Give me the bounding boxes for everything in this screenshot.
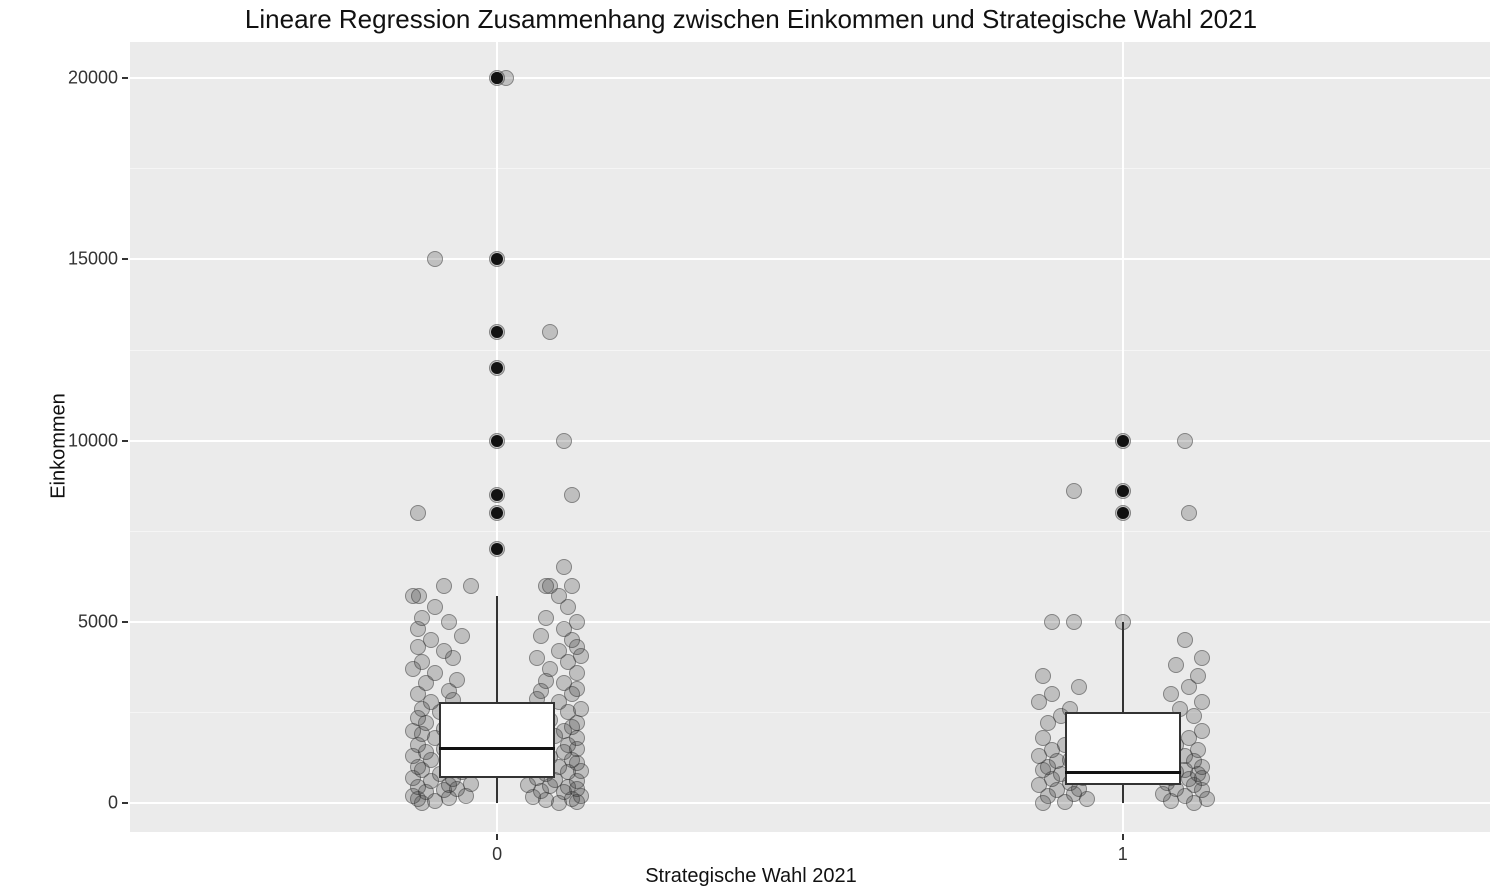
jitter-point [529,650,545,666]
grid-major [130,802,1490,804]
jitter-point [410,505,426,521]
jitter-point [542,324,558,340]
grid-major [130,77,1490,79]
y-tick-label: 10000 [68,430,118,451]
jitter-point [454,628,470,644]
outlier-point [491,489,503,501]
x-tick-mark [496,834,498,840]
jitter-point [1163,686,1179,702]
chart-title: Lineare Regression Zusammenhang zwischen… [0,4,1502,35]
y-tick-label: 5000 [78,611,118,632]
boxplot-median [1065,771,1181,774]
y-tick-label: 20000 [68,68,118,89]
jitter-point [1168,657,1184,673]
jitter-point [411,588,427,604]
jitter-point [414,610,430,626]
jitter-point [423,632,439,648]
y-axis-label: Einkommen [47,393,70,499]
jitter-point [564,487,580,503]
outlier-point [491,543,503,555]
jitter-point [564,578,580,594]
outlier-point [1117,435,1129,447]
whisker-high [496,596,498,701]
boxplot-box [439,702,555,778]
jitter-point [1066,483,1082,499]
boxplot-median [439,747,555,750]
jitter-point [538,610,554,626]
jitter-point [427,251,443,267]
grid-minor [130,531,1490,532]
jitter-point [414,654,430,670]
jitter-point [542,661,558,677]
whisker-high [1122,622,1124,713]
jitter-point [1035,730,1051,746]
jitter-point [441,614,457,630]
jitter-point [573,701,589,717]
outlier-point [491,507,503,519]
jitter-point [556,675,572,691]
jitter-point [538,578,554,594]
jitter-point [1177,632,1193,648]
outlier-point [491,435,503,447]
outlier-point [491,72,503,84]
whisker-low [1122,785,1124,803]
y-tick-label: 15000 [68,249,118,270]
outlier-point [1117,485,1129,497]
grid-major [130,440,1490,442]
jitter-point [1071,679,1087,695]
y-tick-mark [122,258,128,260]
y-tick-mark [122,440,128,442]
chart-container: Lineare Regression Zusammenhang zwischen… [0,0,1502,892]
grid-minor [130,350,1490,351]
jitter-point [556,559,572,575]
jitter-point [463,578,479,594]
y-tick-mark [122,77,128,79]
boxplot-box [1065,712,1181,784]
x-tick-label: 0 [492,844,502,865]
x-axis-label: Strategische Wahl 2021 [0,865,1502,888]
y-tick-mark [122,802,128,804]
grid-major [130,258,1490,260]
jitter-point [551,643,567,659]
jitter-point [449,672,465,688]
y-tick-label: 0 [108,793,118,814]
jitter-point [1194,723,1210,739]
grid-major [130,621,1490,623]
jitter-point [436,578,452,594]
jitter-point [533,628,549,644]
jitter-point [1194,650,1210,666]
jitter-point [1194,694,1210,710]
jitter-point [1044,686,1060,702]
jitter-point [556,433,572,449]
grid-minor [130,712,1490,713]
jitter-point [569,614,585,630]
outlier-point [1117,507,1129,519]
x-tick-mark [1122,834,1124,840]
jitter-point [1177,433,1193,449]
jitter-point [427,665,443,681]
jitter-point [1035,668,1051,684]
jitter-point [1044,614,1060,630]
grid-minor [130,168,1490,169]
jitter-point [1066,614,1082,630]
x-tick-label: 1 [1118,844,1128,865]
jitter-point [1190,668,1206,684]
jitter-point [436,643,452,659]
jitter-point [1181,505,1197,521]
plot-panel: 0500010000150002000001 [130,42,1490,832]
y-tick-mark [122,621,128,623]
whisker-low [496,778,498,803]
outlier-point [491,362,503,374]
outlier-point [491,326,503,338]
outlier-point [491,253,503,265]
jitter-point [427,599,443,615]
